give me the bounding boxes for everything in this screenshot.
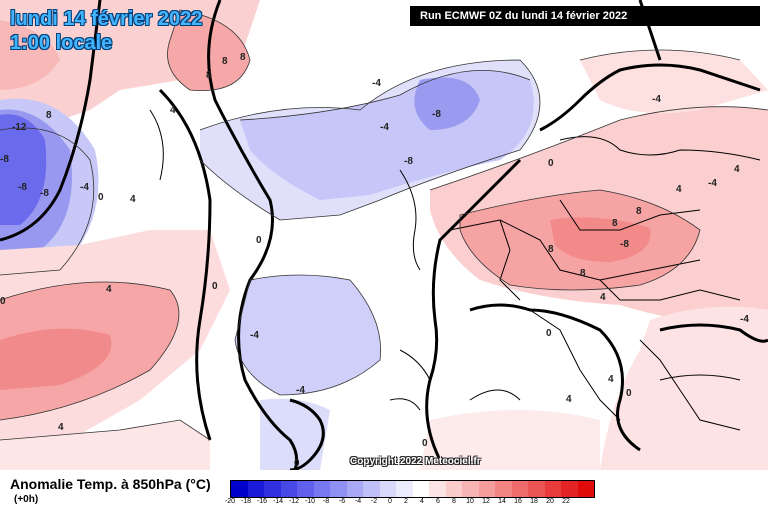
color-swatch	[445, 481, 462, 497]
anomaly-map: -12 -8 -8 -8 -8 -8 -8 -4 -4 -4 -4 -4 -4 …	[0, 0, 768, 470]
contour-label: -4	[380, 122, 389, 133]
color-swatch	[528, 481, 545, 497]
contour-label: 8	[206, 70, 212, 81]
color-swatch	[478, 481, 495, 497]
contour-label: 0	[212, 281, 218, 292]
scale-tick-label: 2	[404, 498, 408, 505]
contour-label: 8	[612, 218, 618, 229]
parameter-title: Anomalie Temp. à 850hPa (°C)	[10, 476, 211, 492]
contour-label: -4	[250, 330, 259, 341]
contour-label: -8	[0, 154, 9, 165]
forecast-date: lundi 14 février 2022	[10, 8, 203, 30]
contour-label: 4	[734, 164, 740, 175]
contour-label: -4	[740, 314, 749, 325]
contour-label: 0	[422, 438, 428, 449]
coastlines	[0, 0, 768, 470]
color-swatch	[363, 481, 380, 497]
contour-label: 0	[256, 235, 262, 246]
color-swatch	[379, 481, 396, 497]
contour-label: 4	[130, 194, 136, 205]
color-swatch	[280, 481, 297, 497]
contour-label: -8	[40, 188, 49, 199]
scale-tick-label: -18	[240, 498, 252, 505]
color-swatch	[511, 481, 528, 497]
color-swatch	[412, 481, 429, 497]
contour-label: 4	[600, 292, 606, 303]
color-swatch	[297, 481, 314, 497]
scale-tick-label: -12	[288, 498, 300, 505]
contour-label: 8	[240, 52, 246, 63]
contour-label: 4	[676, 184, 682, 195]
contour-label: 8	[580, 268, 586, 279]
color-swatch	[495, 481, 512, 497]
scale-tick-label: 10	[466, 498, 474, 505]
color-swatch	[462, 481, 479, 497]
contour-label: 0	[294, 458, 300, 469]
run-info-banner: Run ECMWF 0Z du lundi 14 février 2022	[410, 6, 760, 26]
contour-label: -4	[372, 78, 381, 89]
color-swatch	[429, 481, 446, 497]
legend-footer: Anomalie Temp. à 850hPa (°C) (+0h) -20 -1…	[0, 470, 768, 512]
color-swatch	[561, 481, 578, 497]
color-swatch	[247, 481, 264, 497]
contour-label: -12	[12, 122, 27, 133]
contour-label: 4	[106, 284, 112, 295]
color-swatch	[577, 481, 594, 497]
scale-tick-label: -10	[304, 498, 316, 505]
scale-tick-label: -8	[322, 498, 330, 505]
scale-tick-label: 0	[388, 498, 392, 505]
anomaly-fill	[0, 0, 768, 470]
contour-label: 4	[170, 105, 176, 116]
copyright-text: Copyright 2022 Meteociel.fr	[350, 456, 481, 467]
color-scale	[230, 480, 595, 498]
contour-labels: -12 -8 -8 -8 -8 -8 -8 -4 -4 -4 -4 -4 -4 …	[0, 52, 749, 469]
scale-tick-label: -16	[256, 498, 268, 505]
color-swatch	[544, 481, 561, 497]
color-swatch	[231, 481, 248, 497]
contour-label: -8	[620, 239, 629, 250]
scale-tick-label: 4	[420, 498, 424, 505]
contour-label: -4	[652, 94, 661, 105]
scale-tick-label: -20	[224, 498, 236, 505]
color-swatch	[313, 481, 330, 497]
contour-label: -8	[404, 156, 413, 167]
contour-lines	[0, 9, 768, 441]
scale-tick-label: 6	[436, 498, 440, 505]
contour-label: 4	[566, 394, 572, 405]
color-swatch	[330, 481, 347, 497]
contour-label: 0	[98, 192, 104, 203]
contour-label: -4	[80, 182, 89, 193]
contour-label: 4	[608, 374, 614, 385]
scale-tick-label: 12	[482, 498, 490, 505]
contour-label: 4	[58, 422, 64, 433]
contour-label: 0	[626, 388, 632, 399]
color-swatch	[396, 481, 413, 497]
scale-tick-label: 16	[514, 498, 522, 505]
contour-label: -4	[708, 178, 717, 189]
scale-tick-label: -6	[338, 498, 346, 505]
contour-label: -8	[432, 109, 441, 120]
scale-tick-label: 14	[498, 498, 506, 505]
scale-tick-label: 22	[562, 498, 570, 505]
scale-tick-label: -14	[272, 498, 284, 505]
contour-label: 0	[548, 158, 554, 169]
forecast-local-time: 1:00 locale	[10, 32, 113, 54]
color-scale-ticks: -20 -18 -16 -14 -12 -10 -8 -6 -4 -2 0 2 4 6 8 10 12 14 16 1…	[225, 498, 570, 510]
contour-label: 8	[46, 110, 52, 121]
scale-tick-label: 20	[546, 498, 554, 505]
color-swatch	[264, 481, 281, 497]
color-swatch	[346, 481, 363, 497]
contour-label: -4	[296, 385, 305, 396]
scale-tick-label: 18	[530, 498, 538, 505]
scale-tick-label: -4	[354, 498, 362, 505]
contour-label: 0	[546, 328, 552, 339]
contour-label: -8	[18, 182, 27, 193]
lead-time: (+0h)	[14, 494, 39, 505]
contour-label: 0	[0, 296, 6, 307]
contour-label: 8	[548, 244, 554, 255]
contour-label: 8	[636, 206, 642, 217]
scale-tick-label: -2	[370, 498, 378, 505]
scale-tick-label: 8	[452, 498, 456, 505]
contour-label: 8	[222, 56, 228, 67]
